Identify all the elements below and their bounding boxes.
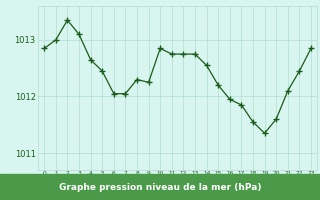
Text: Graphe pression niveau de la mer (hPa): Graphe pression niveau de la mer (hPa) <box>59 182 261 192</box>
